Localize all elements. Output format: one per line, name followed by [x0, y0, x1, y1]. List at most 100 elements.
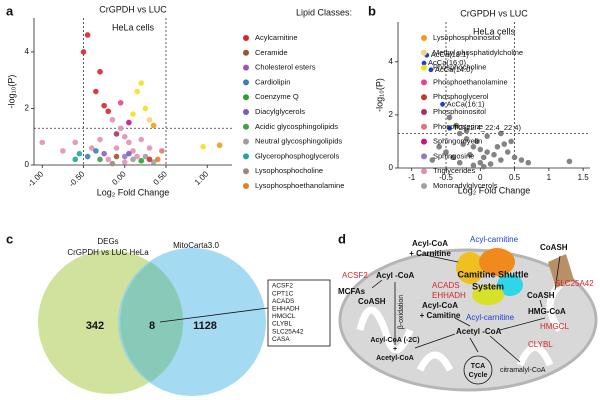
legend-swatch	[421, 123, 427, 130]
point	[498, 130, 504, 137]
point	[443, 149, 449, 155]
venn-count: 8	[149, 320, 155, 332]
x-tick-label: -1	[408, 173, 416, 182]
point-label: AcCa(16:0)	[428, 58, 466, 67]
point-label: AcCa(18:1)	[431, 50, 469, 59]
metabolite: Acyl-CoA	[412, 239, 448, 248]
cycle-label: Cycle	[469, 372, 488, 379]
point	[130, 111, 136, 117]
point	[130, 148, 136, 154]
process: β-oxidation	[398, 295, 405, 329]
point	[113, 153, 120, 160]
point	[484, 133, 490, 139]
point	[117, 100, 124, 106]
legend-swatch	[243, 79, 249, 86]
point	[146, 145, 153, 151]
point	[138, 136, 145, 143]
legend-label: Sphingomyelin	[433, 137, 482, 146]
legend-swatch	[243, 64, 249, 71]
x-tick-label: 0	[478, 173, 483, 182]
point	[480, 163, 487, 170]
panel-label: b	[368, 3, 376, 18]
point	[150, 122, 157, 129]
point	[504, 149, 511, 155]
legend-swatch	[421, 64, 427, 71]
metabolite: HMG-CoA	[528, 307, 566, 316]
point	[200, 143, 206, 150]
point	[126, 139, 132, 146]
legend-label: Cardiolipin	[255, 77, 290, 86]
legend-label: Glycerophosphoglycerols	[255, 151, 339, 160]
legend-swatch	[421, 79, 427, 86]
metabolite: Acetyl-CoA	[376, 355, 414, 362]
y-axis-label: -log₁₀(P)	[374, 78, 384, 112]
point	[121, 133, 128, 140]
metabolite: CoASH	[358, 297, 386, 306]
point	[518, 157, 525, 163]
point	[126, 150, 132, 157]
point	[463, 136, 470, 142]
point	[159, 148, 165, 154]
point	[121, 153, 128, 160]
point	[467, 151, 473, 158]
metabolite: citramalyl-CoA	[500, 367, 546, 374]
legend-swatch	[421, 49, 427, 56]
metabolite: + Carnitine	[409, 249, 451, 258]
highlight-point	[428, 67, 434, 73]
venn-label: MitoCarta3.0	[173, 241, 219, 250]
shuttle-part	[472, 285, 504, 305]
enzyme: EHHADH	[432, 291, 466, 300]
highlight-point	[421, 60, 427, 66]
pathway: Acyl-CoA + Carnitine Acyl-carnitine Cami…	[338, 235, 598, 392]
x-tick-label: 0.00	[110, 169, 128, 187]
legend-label: Cholesterol esters	[255, 63, 316, 72]
point	[477, 159, 484, 166]
legend-label: Ceramide	[255, 48, 288, 57]
gene: ACSF2	[272, 283, 293, 290]
point	[491, 151, 497, 158]
legend-swatch	[421, 168, 427, 175]
point	[130, 156, 136, 163]
point	[113, 145, 120, 151]
enzyme: HMGCL	[540, 322, 569, 331]
point	[480, 154, 487, 161]
point-label: AcCa(16:1)	[447, 99, 485, 108]
arrows	[371, 254, 561, 385]
plot-subtitle: HeLa cells	[473, 26, 516, 36]
point	[76, 150, 83, 157]
point	[501, 141, 508, 147]
point	[511, 154, 518, 161]
point	[72, 139, 79, 146]
metabolite: Acyl-carnitine	[466, 313, 515, 322]
point	[80, 49, 87, 55]
legend-title: Lipid Classes:	[296, 7, 352, 17]
x-tick-label: 1.5	[578, 173, 590, 182]
point	[463, 128, 470, 134]
y-tick-label: 4	[25, 47, 30, 56]
point	[117, 125, 124, 132]
point	[146, 116, 153, 123]
legend-swatch	[421, 94, 427, 101]
venn: DEGs CrGPDH vs LUC HeLa MitoCarta3.0 342…	[38, 237, 331, 396]
y-tick-label: 2	[25, 104, 30, 113]
x-tick-label: -0.5	[439, 173, 453, 182]
legend-label: Phosphoinositol	[433, 107, 486, 116]
venn-label: DEGs	[97, 237, 118, 246]
gene: SLC25A42	[272, 328, 304, 335]
point	[97, 68, 103, 75]
legend-label: Phosphoethanolamine	[433, 77, 508, 86]
point	[97, 136, 103, 143]
legend-label: Lysophosphoinositol	[433, 33, 501, 42]
y-tick-label: 0	[389, 163, 394, 172]
point	[138, 157, 145, 164]
point	[126, 119, 132, 126]
point	[484, 149, 490, 155]
point	[487, 161, 494, 167]
point	[134, 153, 140, 160]
point	[134, 88, 140, 95]
venn-label: CrGPDH vs LUC HeLa	[67, 248, 149, 257]
gene: CPT1C	[272, 290, 294, 297]
point	[142, 105, 149, 112]
venn-overlap	[120, 262, 184, 382]
